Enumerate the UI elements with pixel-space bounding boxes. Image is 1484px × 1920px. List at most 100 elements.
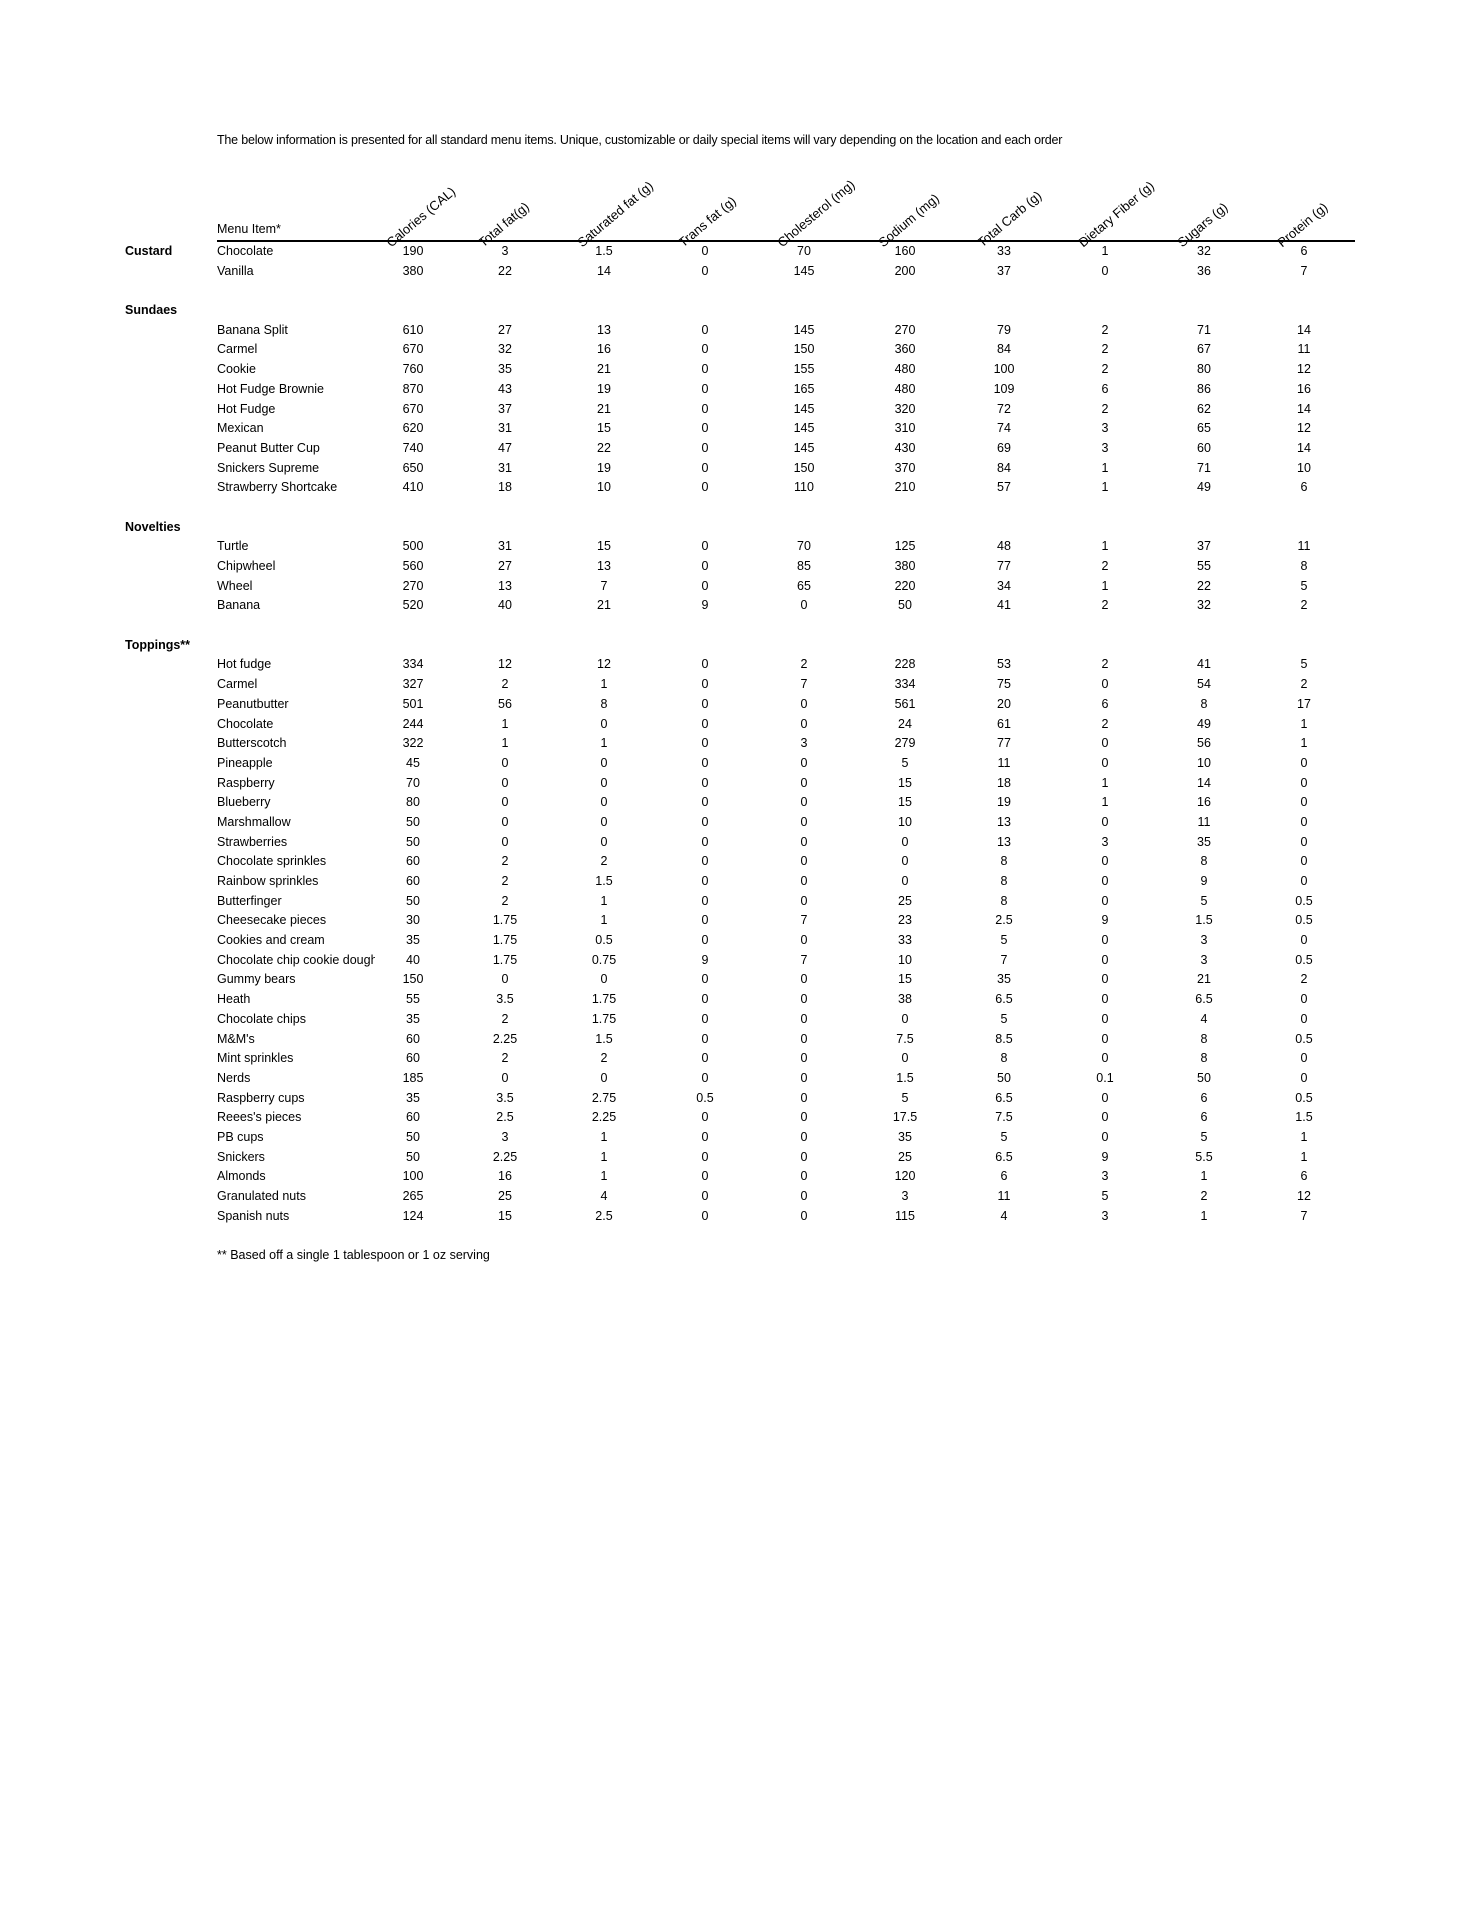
nutrition-value: 150 [793,342,815,357]
nutrition-value: 0 [1101,1051,1109,1066]
nutrition-value: 0 [1101,933,1109,948]
nutrition-value: 0 [701,696,709,711]
nutrition-value: 0 [1101,972,1109,987]
menu-item-name: Carmel [217,677,258,692]
nutrition-value: 33 [997,244,1011,258]
table-row: PB cups 50 3 1 0 0 35 5 0 5 1 [0,1128,1484,1148]
table-row [0,616,1484,636]
nutrition-value: 270 [402,578,424,593]
table-row: Snickers 50 2.25 1 0 0 25 6.5 9 5.5 1 [0,1148,1484,1168]
nutrition-value: 2 [1300,677,1308,692]
menu-item-name: Snickers Supreme [217,460,320,475]
table-row: Hot fudge 334 12 12 0 2 228 53 2 41 5 [0,655,1484,675]
table-row: Peanut Butter Cup 740 47 22 0 145 430 69 3 60 14 [0,439,1484,459]
nutrition-value: 0 [701,893,709,908]
nutrition-value: 3 [800,736,808,751]
nutrition-value: 0 [1300,834,1308,849]
table-row: Cookies and cream 35 1.75 0.5 0 0 33 5 0 3 0 [0,931,1484,951]
nutrition-value: 0 [701,1149,709,1164]
menu-item-name: Reees's pieces [217,1110,302,1125]
nutrition-value: 0 [501,834,509,849]
nutrition-value: 49 [1197,716,1211,731]
nutrition-value: 1 [1101,578,1109,593]
nutrition-value: 1 [600,1129,608,1144]
table-row: Pineapple 45 0 0 0 0 5 11 0 10 0 [0,754,1484,774]
nutrition-value: 0 [701,421,709,436]
nutrition-value: 0 [1101,854,1109,869]
nutrition-value: 0 [1300,1070,1308,1085]
nutrition-value: 1 [600,1149,608,1164]
nutrition-value: 19 [597,460,611,475]
menu-item-name: Spanish nuts [217,1208,290,1223]
table-row: Wheel 270 13 7 0 65 220 34 1 22 5 [0,577,1484,597]
nutrition-value: 9 [1200,874,1208,888]
nutrition-value: 13 [498,578,512,593]
nutrition-value: 5 [1000,933,1008,948]
nutrition-value: 0 [501,814,509,829]
nutrition-value: 35 [406,933,420,948]
menu-item-name: Hot Fudge Brownie [217,381,325,396]
nutrition-value: 145 [793,263,815,278]
nutrition-value: 34 [997,578,1011,593]
nutrition-value: 1.5 [1195,913,1213,928]
nutrition-value: 4 [1200,1011,1208,1026]
nutrition-value: 38 [898,992,912,1007]
nutrition-value: 1 [501,736,509,751]
nutrition-value: 77 [997,559,1011,573]
nutrition-value: 0 [701,1051,709,1066]
nutrition-value: 37 [997,263,1011,278]
footnote: ** Based off a single 1 tablespoon or 1 … [217,1248,490,1263]
nutrition-value: 0 [800,972,808,987]
nutrition-value: 0 [1101,1090,1109,1105]
nutrition-value: 0.5 [1295,913,1313,928]
nutrition-value: 16 [1297,381,1311,396]
nutrition-value: 5 [1200,1129,1208,1144]
nutrition-value: 500 [402,539,424,554]
nutrition-value: 8 [1200,1051,1208,1066]
nutrition-value: 79 [997,322,1011,337]
nutrition-value: 0 [800,874,808,888]
table-row: Turtle 500 31 15 0 70 125 48 1 37 11 [0,537,1484,557]
nutrition-value: 49 [1197,480,1211,495]
nutrition-value: 60 [406,1110,420,1125]
table-row: Blueberry 80 0 0 0 0 15 19 1 16 0 [0,793,1484,813]
menu-item-name: Turtle [217,539,249,554]
nutrition-value: 0 [1101,1129,1109,1144]
nutrition-value: 620 [402,421,424,436]
nutrition-value: 1 [600,913,608,928]
nutrition-value: 0 [1300,933,1308,948]
nutrition-value: 18 [997,775,1011,790]
nutrition-value: 2 [600,1051,608,1066]
nutrition-value: 0 [800,1031,808,1046]
nutrition-value: 8 [1200,696,1208,711]
nutrition-value: 0 [701,460,709,475]
nutrition-value: 0 [701,834,709,849]
nutrition-value: 11 [997,755,1011,770]
menu-item-name: Chocolate [217,716,274,731]
nutrition-value: 8 [1200,854,1208,869]
nutrition-value: 3 [901,1189,909,1203]
nutrition-value: 40 [406,952,420,967]
nutrition-value: 35 [898,1129,912,1144]
section-label: Toppings** [125,637,191,652]
nutrition-value: 22 [597,440,611,455]
nutrition-value: 14 [1297,322,1311,337]
nutrition-value: 0 [1300,755,1308,770]
nutrition-value: 6 [1101,696,1109,711]
nutrition-value: 0 [800,1110,808,1125]
nutrition-value: 200 [894,263,916,278]
menu-item-name: Chipwheel [217,559,276,573]
nutrition-value: 0 [800,716,808,731]
nutrition-value: 2 [1101,559,1109,573]
nutrition-value: 380 [402,263,424,278]
nutrition-value: 74 [997,421,1011,436]
nutrition-value: 0 [701,263,709,278]
table-row: Hot Fudge 670 37 21 0 145 320 72 2 62 14 [0,400,1484,420]
nutrition-value: 15 [898,795,912,810]
nutrition-value: 1.75 [492,933,518,948]
nutrition-value: 14 [1297,401,1311,416]
nutrition-value: 2 [800,657,808,672]
nutrition-value: 870 [402,381,424,396]
nutrition-value: 3.5 [496,1090,514,1105]
menu-item-name: Raspberry cups [217,1090,305,1105]
